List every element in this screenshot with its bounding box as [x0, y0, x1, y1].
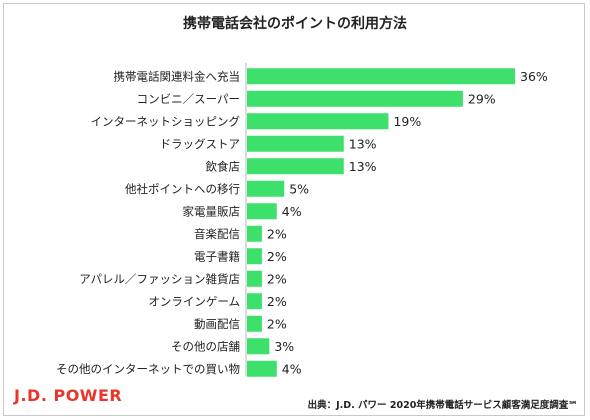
bar [247, 113, 389, 130]
bar [247, 180, 285, 197]
category-label: コンビニ／スーパー [137, 92, 240, 106]
bar [247, 360, 277, 377]
jd-power-logo: J.D. POWER [14, 386, 123, 405]
category-label: 家電量販店 [183, 204, 241, 218]
bar [247, 90, 463, 107]
bar [247, 225, 262, 242]
category-label: その他のインターネットでの買い物 [56, 362, 240, 376]
bar [247, 315, 262, 332]
category-label: 飲食店 [206, 159, 241, 173]
category-label: 動画配信 [194, 317, 240, 331]
value-label: 2% [267, 226, 287, 241]
source-note: 出典：J.D. パワー 2020年携帯電話サービス顧客満足度調査℠ [307, 400, 578, 411]
category-label: アパレル／ファッション雑貨店 [79, 272, 240, 286]
value-label: 3% [274, 339, 294, 354]
value-label: 2% [267, 249, 287, 264]
chart-title: 携帯電話会社のポイントの利用方法 [183, 16, 407, 32]
category-label: 電子書籍 [194, 249, 240, 263]
value-label: 4% [282, 361, 302, 376]
category-label: オンラインゲーム [148, 294, 240, 308]
bar [247, 248, 262, 265]
bar [247, 158, 344, 175]
category-label: その他の店舗 [171, 339, 240, 353]
category-label: 他社ポイントへの移行 [125, 182, 240, 196]
category-label: 携帯電話関連料金へ充当 [114, 69, 241, 83]
category-label: 音楽配信 [194, 227, 240, 241]
value-label: 4% [282, 204, 302, 219]
value-label: 13% [349, 159, 377, 174]
value-label: 2% [267, 271, 287, 286]
value-label: 29% [468, 91, 496, 106]
category-label: ドラッグストア [160, 137, 241, 151]
value-label: 5% [289, 181, 309, 196]
bar [247, 203, 277, 220]
bar [247, 293, 262, 310]
value-label: 13% [349, 136, 377, 151]
value-label: 36% [520, 69, 548, 84]
bar [247, 135, 344, 152]
bar [247, 338, 270, 355]
value-label: 2% [267, 316, 287, 331]
value-label: 2% [267, 294, 287, 309]
category-label: インターネットショッピング [91, 114, 241, 128]
bar [247, 270, 262, 287]
bar [247, 68, 515, 85]
value-label: 19% [393, 114, 421, 129]
